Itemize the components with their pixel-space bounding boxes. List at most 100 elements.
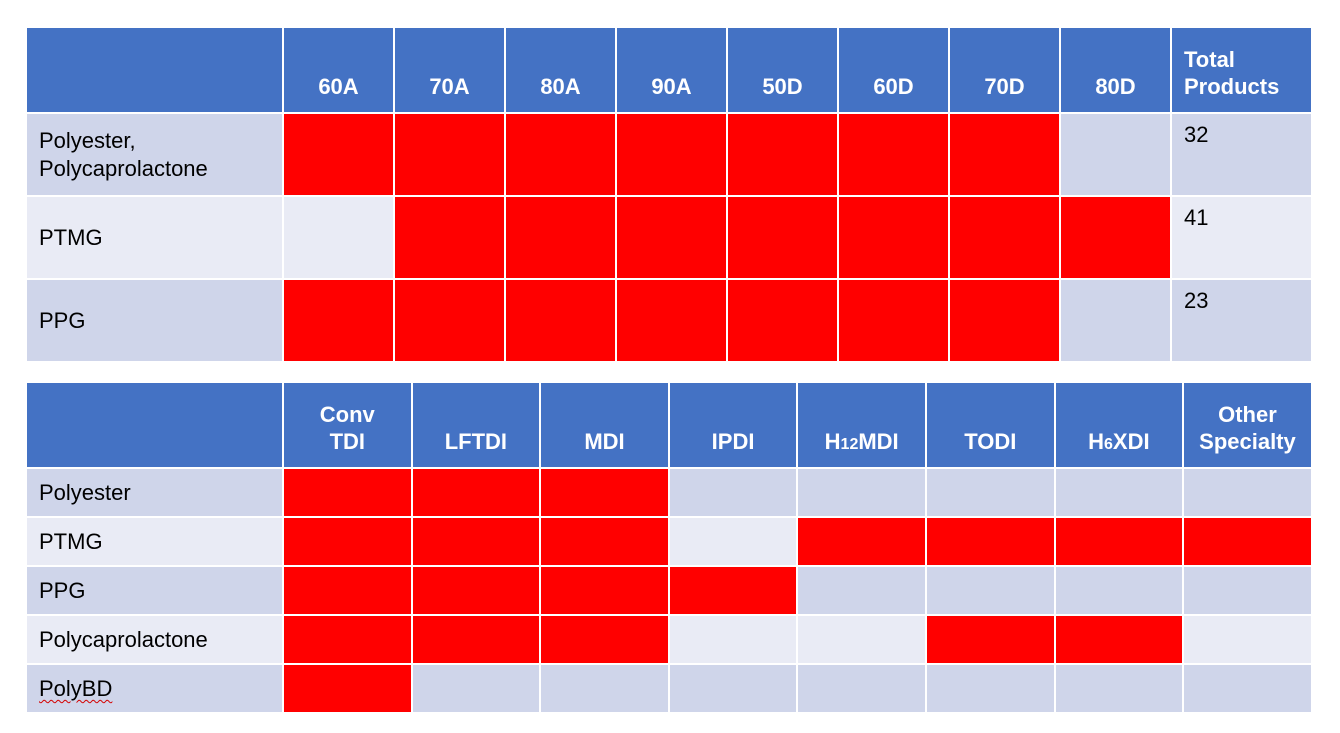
col-text: H [1088, 428, 1104, 454]
filled-cell [410, 467, 542, 518]
isocyanate-header-row: Conv TDI LFTDI MDI IPDI H12MDI TODI H6XDI Other S… [25, 381, 1313, 469]
filled-cell [948, 112, 1061, 197]
row-label-line: PTMG [39, 224, 103, 250]
total-products-cell: 23 [1170, 278, 1313, 363]
col-90a: 90A [615, 26, 728, 114]
empty-cell [924, 663, 1056, 714]
row-label-text: Polycaprolactone [39, 626, 208, 652]
filled-cell [393, 112, 506, 197]
col-subscript: 12 [840, 435, 859, 453]
total-header-line-1: Total [1184, 47, 1235, 73]
empty-cell [539, 663, 670, 714]
empty-cell [1059, 278, 1172, 363]
filled-cell [393, 195, 506, 280]
filled-cell [282, 467, 413, 518]
hardness-table: 60A 70A 80A 90A 50D 60D 70D 80D Total Pr… [25, 26, 1313, 363]
filled-cell [615, 112, 728, 197]
total-products-cell: 32 [1170, 112, 1313, 197]
filled-cell [924, 516, 1056, 567]
hardness-header-row: 60A 70A 80A 90A 50D 60D 70D 80D Total Pr… [25, 26, 1313, 114]
col-subscript: 6 [1104, 435, 1113, 453]
row-label: PPG [25, 278, 284, 363]
col-text: LFTDI [444, 428, 508, 454]
col-60d: 60D [837, 26, 950, 114]
empty-cell [796, 614, 927, 665]
total-products-cell: 41 [1170, 195, 1313, 280]
col-text: TODI [964, 428, 1017, 454]
hardness-row: Polyester, Polycaprolactone 32 [25, 112, 1313, 197]
empty-cell [1059, 112, 1172, 197]
col-text: Specialty [1199, 428, 1296, 454]
row-label-line: PPG [39, 307, 86, 333]
hardness-row: PPG 23 [25, 278, 1313, 363]
filled-cell [948, 195, 1061, 280]
col-80a: 80A [504, 26, 617, 114]
header-corner-cell [25, 381, 284, 469]
filled-cell [837, 278, 950, 363]
col-text: XDI [1112, 428, 1150, 454]
isocyanate-row: PPG [25, 565, 1313, 616]
empty-cell [1182, 663, 1313, 714]
row-label: Polycaprolactone [25, 614, 284, 665]
filled-cell [539, 565, 670, 616]
filled-cell [504, 195, 617, 280]
filled-cell [282, 663, 413, 714]
row-label-line: Polyester, [39, 128, 136, 153]
filled-cell [924, 614, 1056, 665]
empty-cell [410, 663, 542, 714]
row-label-text: PolyBD [39, 675, 113, 701]
col-text: H [824, 428, 841, 454]
isocyanate-table: Conv TDI LFTDI MDI IPDI H12MDI TODI H6XDI Other S… [25, 381, 1313, 714]
empty-cell [1053, 663, 1185, 714]
col-text: Other [1218, 402, 1277, 428]
empty-cell [924, 467, 1056, 518]
col-text: TDI [329, 428, 366, 454]
filled-cell [410, 516, 542, 567]
filled-cell [282, 278, 395, 363]
row-label: PolyBD [25, 663, 284, 714]
filled-cell [282, 112, 395, 197]
col-text: Conv [319, 402, 375, 428]
filled-cell [539, 467, 670, 518]
filled-cell [726, 278, 839, 363]
total-header-line-2: Products [1184, 73, 1280, 99]
filled-cell [1053, 614, 1185, 665]
filled-cell [948, 278, 1061, 363]
col-50d: 50D [726, 26, 839, 114]
col-isocyanate: H12MDI [796, 381, 927, 469]
empty-cell [1053, 565, 1185, 616]
col-isocyanate: TODI [924, 381, 1056, 469]
empty-cell [667, 516, 799, 567]
filled-cell [539, 614, 670, 665]
col-70d: 70D [948, 26, 1061, 114]
empty-cell [796, 663, 927, 714]
col-isocyanate: H6XDI [1053, 381, 1185, 469]
isocyanate-row: PTMG [25, 516, 1313, 567]
empty-cell [282, 195, 395, 280]
filled-cell [1053, 516, 1185, 567]
filled-cell [282, 516, 413, 567]
col-total-products: Total Products [1170, 26, 1313, 114]
row-label-text: PTMG [39, 528, 103, 554]
empty-cell [667, 614, 799, 665]
filled-cell [796, 516, 927, 567]
empty-cell [796, 467, 927, 518]
empty-cell [1182, 565, 1313, 616]
filled-cell [282, 565, 413, 616]
filled-cell [410, 614, 542, 665]
col-80d: 80D [1059, 26, 1172, 114]
col-isocyanate: Conv TDI [282, 381, 413, 469]
col-isocyanate: MDI [539, 381, 670, 469]
col-70a: 70A [393, 26, 506, 114]
header-corner-cell [25, 26, 284, 114]
row-label: PTMG [25, 195, 284, 280]
empty-cell [1182, 467, 1313, 518]
isocyanate-row: Polycaprolactone [25, 614, 1313, 665]
empty-cell [1182, 614, 1313, 665]
row-label: Polyester [25, 467, 284, 518]
filled-cell [282, 614, 413, 665]
row-label: PTMG [25, 516, 284, 567]
filled-cell [539, 516, 670, 567]
hardness-row: PTMG 41 [25, 195, 1313, 280]
row-label-text: Polyester [39, 479, 131, 505]
